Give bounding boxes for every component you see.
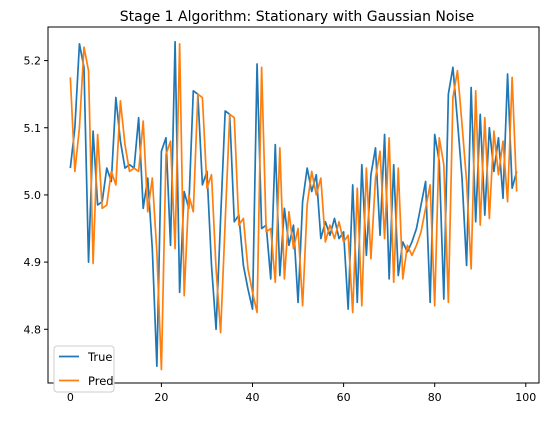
x-tick-label: 80 [428,391,442,404]
y-tick-label: 5.2 [24,55,42,68]
y-tick-label: 4.8 [24,323,42,336]
y-axis: 4.8 4.9 5.0 5.1 5.2 [24,55,48,336]
legend: True Pred [53,345,115,393]
x-axis: 0 20 40 60 80 100 [67,383,536,404]
legend-label-pred: Pred [88,374,114,388]
x-tick-label: 60 [337,391,351,404]
chart-title: Stage 1 Algorithm: Stationary with Gauss… [120,9,475,25]
series-line-true [69,40,518,368]
x-tick-label: 100 [515,391,536,404]
y-tick-label: 5.0 [24,189,42,202]
y-tick-label: 5.1 [24,122,42,135]
series-line-pred [69,42,518,371]
x-tick-label: 0 [67,391,74,404]
x-tick-label: 20 [154,391,168,404]
plot-lines [69,40,518,371]
x-tick-label: 40 [246,391,260,404]
y-tick-label: 4.9 [24,256,42,269]
plot-frame [47,26,540,384]
legend-label-true: True [87,350,112,364]
